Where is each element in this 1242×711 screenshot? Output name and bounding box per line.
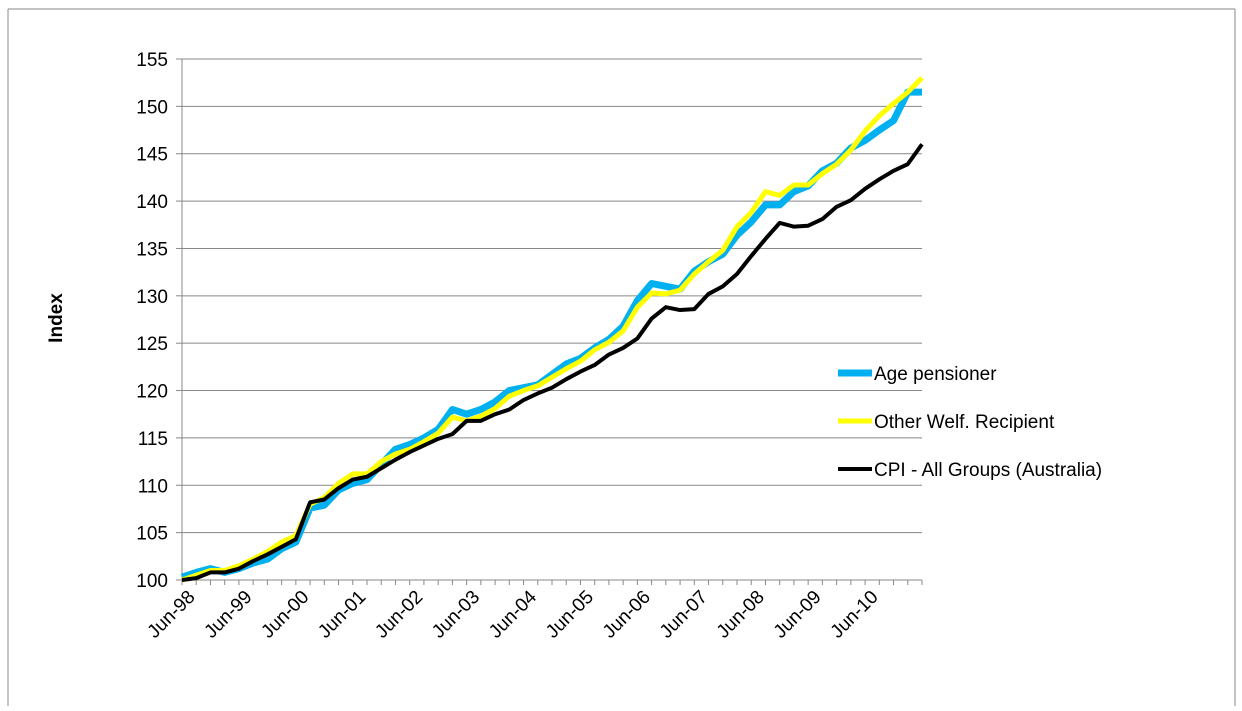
legend-label: Other Welf. Recipient	[874, 412, 1055, 433]
x-tick-label: Jun-01	[314, 587, 370, 643]
y-tick-label: 120	[136, 382, 168, 403]
x-tick-label: Jun-98	[144, 587, 200, 643]
y-tick-label: 100	[136, 571, 168, 592]
x-tick-label: Jun-08	[713, 587, 769, 643]
legend-label: Age pensioner	[874, 364, 997, 385]
x-tick-label: Jun-04	[485, 586, 541, 642]
y-tick-label: 110	[138, 476, 168, 497]
y-tick-label: 145	[136, 145, 168, 166]
legend-label: CPI - All Groups (Australia)	[874, 460, 1102, 481]
x-tick-label: Jun-07	[656, 587, 712, 643]
x-tick-label: Jun-00	[257, 587, 313, 643]
x-tick-label: Jun-09	[770, 587, 826, 643]
x-tick-label: Jun-03	[428, 587, 484, 643]
y-tick-label: 105	[136, 524, 168, 545]
y-tick-label: 140	[136, 192, 168, 213]
y-axis-label: Index	[46, 293, 67, 343]
y-tick-label: 135	[136, 239, 168, 260]
x-tick-label: Jun-05	[542, 587, 598, 643]
y-tick-label: 150	[136, 97, 168, 118]
x-tick-label: Jun-02	[371, 587, 427, 643]
x-tick-label: Jun-06	[599, 587, 655, 643]
x-tick-label: Jun-10	[827, 587, 883, 643]
y-tick-label: 155	[136, 50, 168, 71]
x-tick-label: Jun-99	[201, 587, 257, 643]
series-line	[180, 88, 922, 581]
series-line	[181, 143, 924, 582]
y-tick-label: 115	[138, 429, 168, 450]
y-tick-label: 125	[136, 334, 168, 355]
y-tick-label: 130	[136, 287, 168, 308]
